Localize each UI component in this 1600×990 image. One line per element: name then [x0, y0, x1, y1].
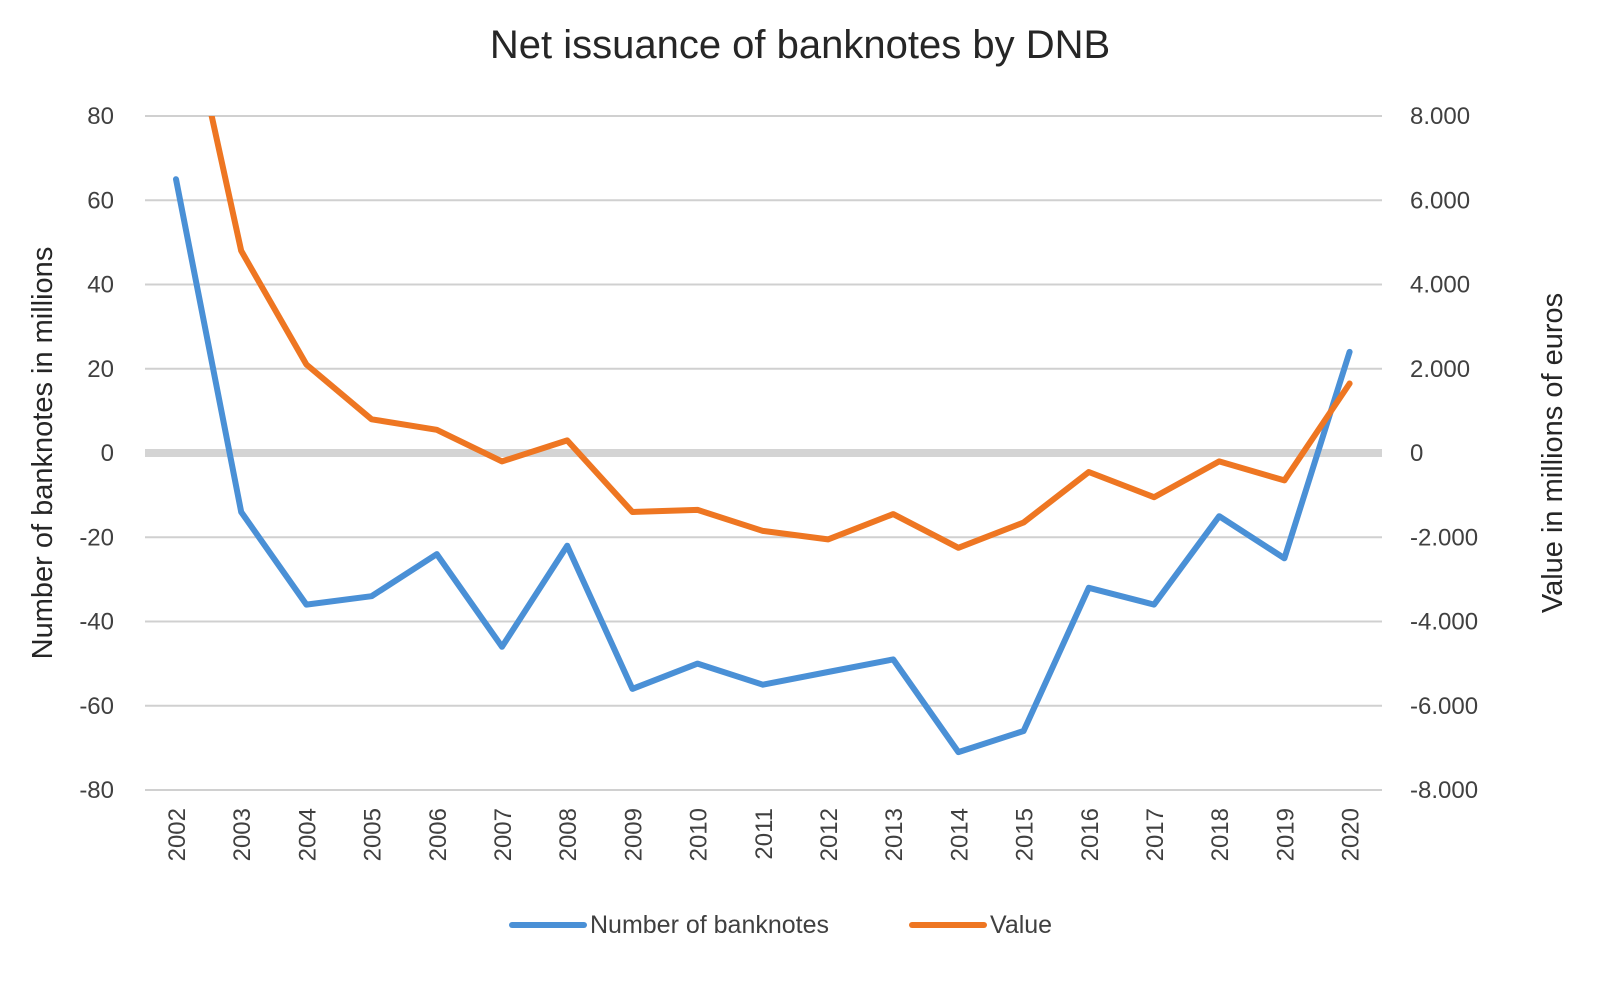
x-tick-label: 2020 — [1338, 808, 1365, 861]
gridlines — [145, 115, 1382, 791]
legend-label: Value — [990, 911, 1052, 939]
legend-label: Number of banknotes — [590, 911, 829, 939]
x-tick-label: 2013 — [881, 808, 908, 861]
x-axis-ticks: 2002 2003 2004 2005 2006 2007 2008 2009 2010 2011… — [164, 808, 1365, 861]
x-tick-label: 2003 — [229, 808, 256, 861]
left-tick-label: -20 — [79, 524, 114, 551]
left-tick-label: 40 — [87, 272, 114, 299]
x-tick-label: 2008 — [555, 808, 582, 861]
x-tick-label: 2017 — [1142, 808, 1169, 861]
x-tick-label: 2007 — [490, 808, 517, 861]
x-tick-label: 2009 — [620, 808, 647, 861]
right-tick-label: -2.000 — [1410, 524, 1478, 551]
left-tick-label: 80 — [87, 103, 114, 130]
x-tick-label: 2014 — [946, 808, 973, 861]
left-axis-title: Number of banknotes in millions — [27, 247, 59, 660]
x-tick-label: 2012 — [816, 808, 843, 861]
right-tick-label: 6.000 — [1410, 187, 1470, 214]
series-line-value — [208, 116, 1353, 551]
x-tick-label: 2010 — [686, 808, 713, 861]
x-tick-label: 2015 — [1012, 808, 1039, 861]
right-axis-title: Value in millions of euros — [1537, 293, 1569, 613]
series-lines — [173, 116, 1353, 756]
right-tick-label: 0 — [1410, 440, 1423, 467]
right-tick-label: -4.000 — [1410, 609, 1478, 636]
x-tick-label: 2006 — [425, 808, 452, 861]
left-tick-label: 60 — [87, 187, 114, 214]
left-tick-label: 0 — [101, 440, 114, 467]
legend: Number of banknotes Value — [509, 911, 1052, 939]
left-tick-label: -60 — [79, 693, 114, 720]
x-tick-label: 2004 — [294, 808, 321, 861]
x-tick-label: 2016 — [1077, 808, 1104, 861]
x-tick-label: 2002 — [164, 808, 191, 861]
x-tick-label: 2019 — [1272, 808, 1299, 861]
x-tick-label: 2005 — [360, 808, 387, 861]
series-line-number-of-banknotes — [173, 176, 1353, 756]
left-tick-label: 20 — [87, 356, 114, 383]
x-tick-label: 2018 — [1207, 808, 1234, 861]
left-tick-label: -80 — [79, 777, 114, 804]
right-tick-label: -6.000 — [1410, 693, 1478, 720]
right-axis-ticks: 8.000 6.000 4.000 2.000 0 -2.000 -4.000 -6.000 -… — [1410, 103, 1478, 804]
left-tick-label: -40 — [79, 609, 114, 636]
right-tick-label: -8.000 — [1410, 777, 1478, 804]
right-tick-label: 2.000 — [1410, 356, 1470, 383]
chart-title: Net issuance of banknotes by DNB — [490, 23, 1110, 67]
left-axis-ticks: 80 60 40 20 0 -20 -40 -60 -80 — [79, 103, 114, 804]
right-tick-label: 4.000 — [1410, 272, 1470, 299]
right-tick-label: 8.000 — [1410, 103, 1470, 130]
x-tick-label: 2011 — [751, 808, 778, 860]
